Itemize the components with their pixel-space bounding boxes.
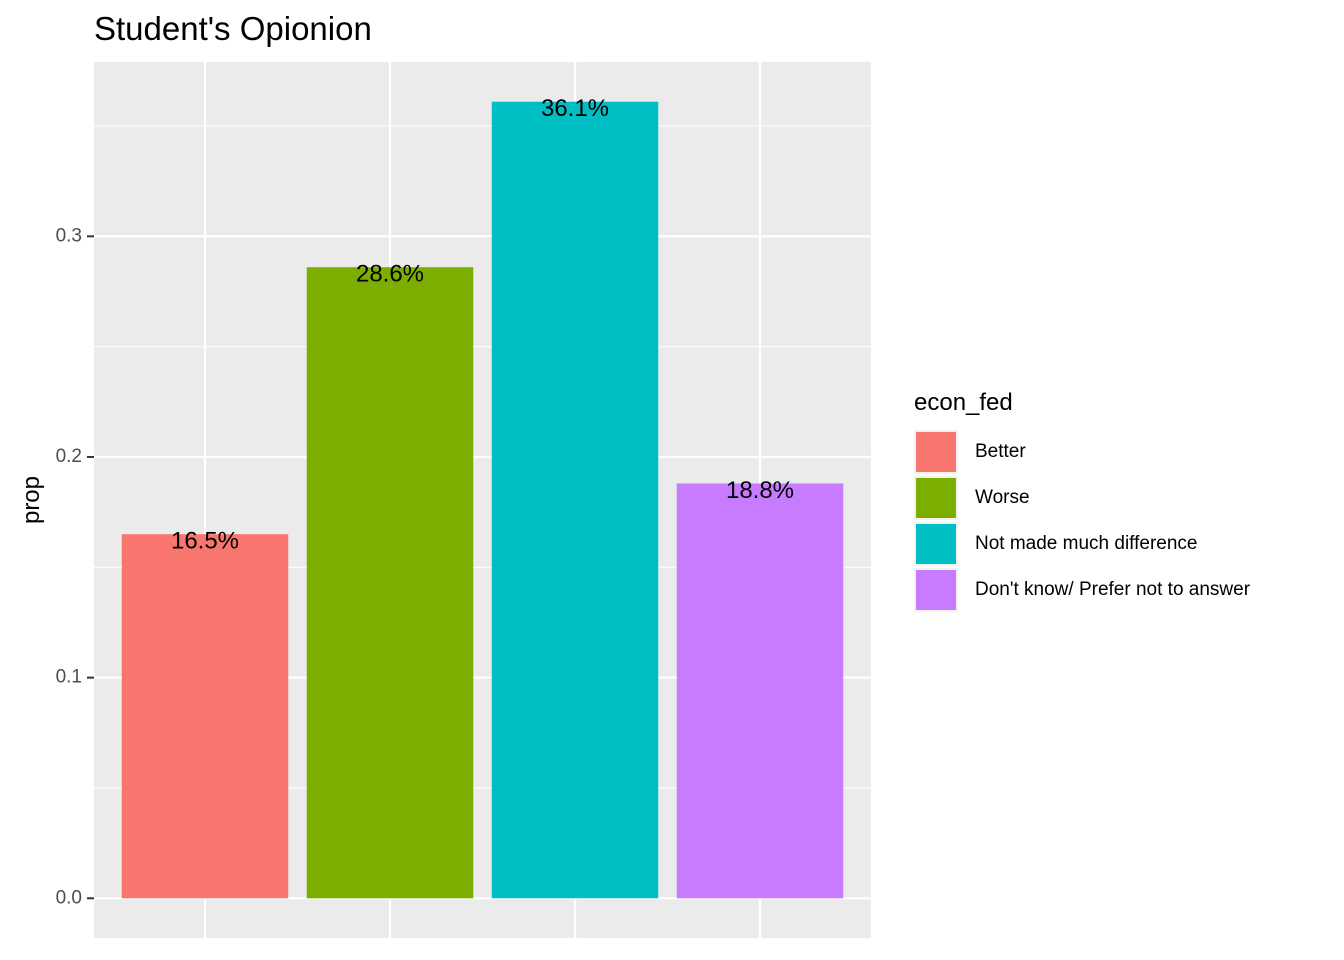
legend: econ_fed Better Worse Not made much differ… — [914, 389, 1251, 612]
legend-label: Not made much difference — [975, 533, 1198, 554]
y-axis-title: prop — [18, 476, 45, 524]
bar — [306, 267, 474, 899]
legend-label: Better — [975, 441, 1026, 462]
bar — [676, 483, 844, 899]
y-axis: 0.0 0.1 0.2 0.3 — [56, 225, 94, 908]
legend-key — [916, 432, 956, 472]
bars — [121, 101, 844, 899]
legend-key — [916, 478, 956, 518]
y-tick-label: 0.3 — [56, 225, 82, 246]
legend-label: Worse — [975, 487, 1030, 508]
legend-title: econ_fed — [914, 389, 1013, 416]
data-label: 28.6% — [356, 261, 424, 288]
y-tick-label: 0.2 — [56, 446, 82, 467]
legend-key — [916, 570, 956, 610]
data-label: 16.5% — [171, 528, 239, 555]
data-label: 36.1% — [541, 95, 609, 122]
bar — [121, 534, 289, 899]
data-label: 18.8% — [726, 477, 794, 504]
y-tick-label: 0.1 — [56, 667, 82, 688]
y-tick-label: 0.0 — [56, 887, 82, 908]
bar — [491, 101, 659, 899]
chart-title: Student's Opionion — [94, 10, 372, 47]
legend-items: Better Worse Not made much difference Don't… — [914, 430, 1251, 612]
legend-label: Don't know/ Prefer not to answer — [975, 579, 1251, 600]
legend-key — [916, 524, 956, 564]
data-labels: 16.5% 28.6% 36.1% 18.8% — [171, 95, 794, 554]
